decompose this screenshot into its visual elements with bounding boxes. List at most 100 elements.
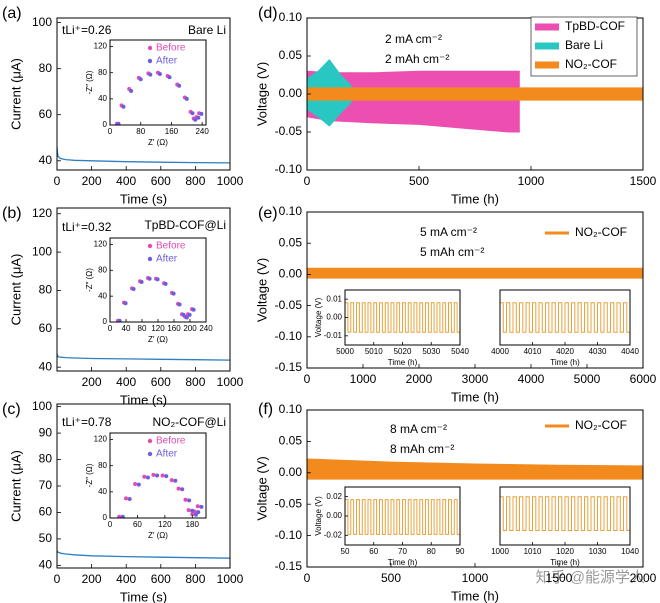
legend-marker — [147, 451, 153, 457]
data-point — [164, 474, 169, 479]
x-tick-label: 120 — [151, 324, 165, 333]
panel-label: (e) — [258, 205, 278, 222]
inset-chart: 5000 5010 5020 5030 5040 -0.01 0.00 0.01 Time (h… — [314, 289, 469, 367]
data-point — [190, 508, 195, 513]
y-tick-label: 40 — [98, 487, 107, 496]
data-point — [180, 487, 185, 492]
x-tick-label: 180 — [186, 520, 200, 529]
band-fill — [307, 71, 520, 132]
x-tick-label: 90 — [456, 547, 465, 556]
y-tick-label: 40 — [98, 94, 107, 103]
band-fill — [307, 268, 643, 279]
y-axis-title: Current (μA) — [8, 254, 23, 326]
x-axis-title: Time (h) — [451, 588, 499, 603]
data-point — [129, 89, 134, 93]
annotation: 2 mAh cm⁻² — [385, 52, 449, 66]
y-tick-label: 70 — [39, 478, 53, 492]
legend-marker — [147, 45, 153, 51]
x-tick-label: 240 — [195, 127, 209, 136]
x-tick-label: 4020 — [556, 347, 574, 356]
band-fill — [307, 87, 643, 101]
x-tick-label: 4030 — [589, 347, 607, 356]
data-point — [163, 281, 168, 286]
data-point — [139, 279, 144, 284]
legend-marker — [147, 438, 153, 444]
plot-frame — [306, 211, 644, 369]
plot-area — [57, 353, 230, 361]
x-tick-label: 120 — [158, 520, 172, 529]
data-point — [138, 77, 143, 82]
x-axis-title: Z′ (Ω) — [148, 335, 168, 344]
x-tick-label: 4010 — [524, 347, 542, 356]
data-point — [131, 287, 136, 292]
plot-frame — [499, 486, 631, 546]
x-tick-label: 1500 — [546, 571, 573, 585]
data-point — [187, 498, 192, 503]
plot-frame — [56, 403, 231, 569]
x-tick-label: 1040 — [621, 547, 639, 556]
legend-marker — [147, 256, 153, 262]
x-axis-title: Time (h) — [388, 558, 418, 567]
x-tick-label: 1000 — [491, 547, 509, 556]
panel-label: (b) — [2, 205, 22, 222]
plot-area — [117, 472, 204, 518]
x-axis-title: Time (h) — [451, 389, 499, 404]
x-axis-title: Time (s) — [120, 589, 167, 603]
inset-chart: 0 80 160 240 0 40 80 120 Z′ (Ω) -Z″ (Ω) Before Afte… — [85, 39, 209, 147]
data-point — [169, 478, 174, 483]
data-point — [191, 307, 196, 312]
plot-area — [57, 550, 230, 559]
x-axis-title: Z′ (Ω) — [148, 531, 168, 540]
x-tick-label: 400 — [116, 572, 136, 586]
y-tick-label: 60 — [39, 505, 53, 519]
x-tick-label: 1030 — [589, 547, 607, 556]
x-tick-label: 1000 — [462, 571, 489, 585]
plot-area — [114, 70, 204, 125]
x-tick-label: 500 — [381, 571, 401, 585]
y-tick-label: 120 — [32, 206, 52, 220]
x-tick-label: 1000 — [217, 375, 244, 389]
band-upper — [307, 458, 643, 467]
watermark: 知乎 @能源学人 — [536, 569, 645, 586]
x-tick-label: 2000 — [406, 372, 433, 386]
x-tick-label: 0 — [54, 572, 61, 586]
band-fill — [307, 458, 643, 480]
y-tick-label: -0.10 — [275, 528, 303, 542]
x-axis-title: Time (h) — [388, 358, 418, 367]
y-axis-title: Voltage (V) — [254, 258, 269, 322]
x-tick-label: 0 — [304, 571, 311, 585]
data-point — [173, 478, 178, 483]
plot-frame — [344, 486, 461, 546]
y-tick-label: 0.00 — [279, 267, 303, 281]
inset-chart: 0 60 120 180 0 40 80 120 Z′ (Ω) -Z″ (Ω) Before Afte… — [85, 432, 207, 540]
data-point — [133, 482, 138, 486]
x-tick-label: 400 — [116, 174, 136, 188]
x-tick-label: 5010 — [365, 347, 383, 356]
data-point — [147, 276, 152, 281]
data-point — [148, 72, 153, 77]
panel-label: (a) — [2, 5, 22, 22]
legend-label: Before — [156, 436, 186, 447]
x-tick-label: 1000 — [217, 572, 244, 586]
y-tick-label: 40 — [39, 153, 53, 167]
y-tick-label: 100 — [32, 399, 52, 413]
data-point — [160, 473, 165, 478]
y-tick-label: 0.10 — [279, 204, 303, 218]
x-tick-label: 0 — [304, 372, 311, 386]
y-tick-label: 0.05 — [279, 434, 303, 448]
y-axis-title: Voltage (V) — [254, 62, 269, 126]
legend-label: NO₂-COF — [575, 418, 627, 432]
annotation: TpBD-COF@Li — [144, 218, 226, 232]
x-tick-label: 240 — [199, 324, 213, 333]
data-point — [124, 496, 128, 501]
x-tick-label: 800 — [185, 375, 205, 389]
data-point — [155, 473, 160, 478]
y-axis-title: Voltage (V) — [254, 456, 269, 520]
band-lower — [307, 101, 353, 127]
x-tick-label: 0 — [304, 174, 311, 188]
x-tick-label: 80 — [138, 324, 147, 333]
plot-frame — [56, 207, 231, 372]
plot-area — [307, 458, 643, 480]
x-tick-label: 200 — [82, 572, 102, 586]
